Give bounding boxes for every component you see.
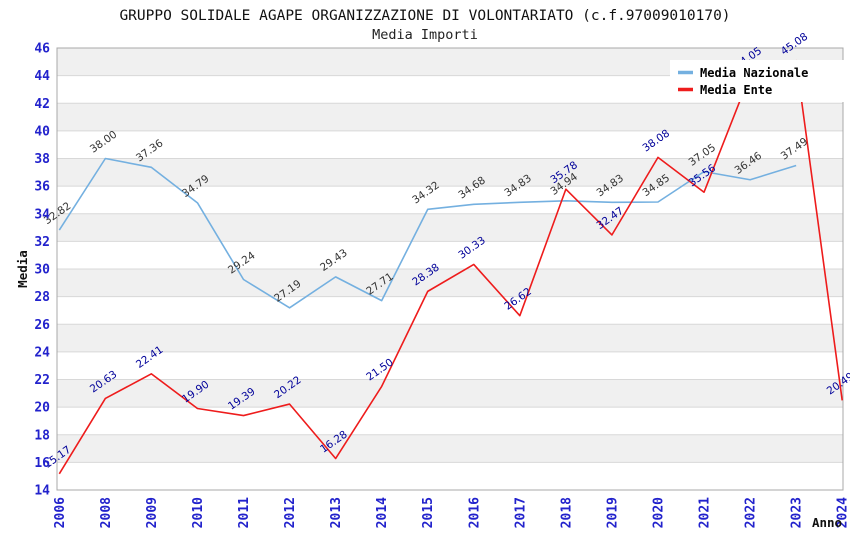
series-line-0	[58, 157, 797, 309]
svg-text:2021: 2021	[698, 497, 713, 528]
svg-text:2013: 2013	[329, 497, 344, 528]
legend: Media Nazionale Media Ente	[670, 60, 846, 102]
svg-text:2014: 2014	[375, 497, 390, 528]
series-lines	[58, 59, 843, 475]
chart-subtitle: Media Importi	[372, 27, 478, 43]
svg-text:26: 26	[34, 318, 50, 333]
svg-text:28: 28	[34, 290, 50, 305]
svg-text:2022: 2022	[744, 497, 759, 528]
svg-text:14: 14	[34, 484, 50, 499]
svg-text:22: 22	[34, 373, 50, 388]
gridlines	[57, 75, 843, 463]
plot-bands	[57, 48, 843, 490]
y-axis-tick-labels: 14 16 18 20 22 24 26 28 30 32 34 36 38 40 42 44 46	[34, 42, 50, 499]
legend-label-nazionale: Media Nazionale	[700, 66, 808, 80]
svg-text:32: 32	[34, 235, 50, 250]
svg-text:2008: 2008	[99, 497, 114, 528]
svg-text:2011: 2011	[237, 497, 252, 528]
svg-text:44: 44	[34, 69, 50, 84]
svg-text:20: 20	[34, 401, 50, 416]
legend-label-ente: Media Ente	[700, 83, 772, 97]
svg-text:2017: 2017	[513, 497, 528, 528]
y-axis-title: Media	[15, 250, 30, 288]
chart-title: GRUPPO SOLIDALE AGAPE ORGANIZZAZIONE DI …	[119, 8, 730, 24]
svg-text:24: 24	[34, 345, 50, 360]
svg-text:18: 18	[34, 428, 50, 443]
legend-box	[670, 60, 846, 102]
svg-text:2010: 2010	[191, 497, 206, 528]
svg-text:30: 30	[34, 263, 50, 278]
x-axis-tick-labels: 2006 2008 2009 2010 2011 2012 2013 2014 2015 2016…	[53, 497, 850, 528]
svg-text:34: 34	[34, 207, 50, 222]
svg-text:2015: 2015	[421, 497, 436, 528]
svg-text:38: 38	[34, 152, 50, 167]
svg-text:2023: 2023	[790, 497, 805, 528]
svg-text:2009: 2009	[145, 497, 160, 528]
svg-text:2018: 2018	[559, 497, 574, 528]
plot-border	[56, 47, 844, 491]
svg-text:2024: 2024	[836, 497, 850, 528]
svg-text:16: 16	[34, 456, 50, 471]
svg-text:2016: 2016	[467, 497, 482, 528]
svg-text:2019: 2019	[605, 497, 620, 528]
svg-text:2020: 2020	[651, 497, 666, 528]
svg-text:2006: 2006	[53, 497, 68, 528]
svg-text:36: 36	[34, 180, 50, 195]
series-line-1	[58, 59, 843, 475]
svg-text:40: 40	[34, 124, 50, 139]
svg-text:2012: 2012	[283, 497, 298, 528]
svg-text:46: 46	[34, 42, 50, 57]
svg-text:42: 42	[34, 97, 50, 112]
x-axis-title: Anno	[812, 515, 842, 530]
